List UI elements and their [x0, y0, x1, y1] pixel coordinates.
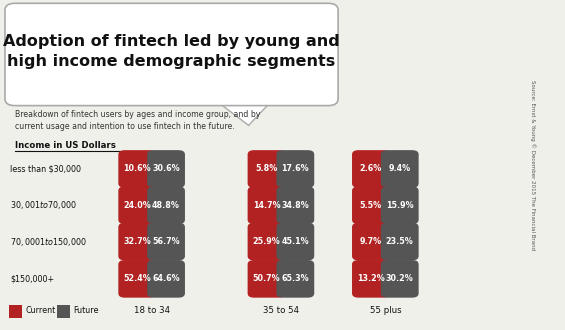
Text: Future: Future [73, 306, 98, 315]
FancyBboxPatch shape [381, 260, 419, 298]
Text: 17.6%: 17.6% [281, 164, 309, 174]
Text: 24.0%: 24.0% [123, 201, 151, 210]
Text: Breakdown of fintech users by ages and income group, and by
current usage and in: Breakdown of fintech users by ages and i… [15, 110, 260, 131]
FancyBboxPatch shape [10, 305, 23, 318]
FancyBboxPatch shape [247, 260, 285, 298]
Text: Current: Current [26, 306, 56, 315]
Text: 52.4%: 52.4% [123, 274, 151, 283]
Text: 23.5%: 23.5% [386, 237, 414, 246]
Text: Income in US Dollars: Income in US Dollars [15, 141, 116, 150]
Text: Source: Ernst & Young © December 2015 The Financial Brand: Source: Ernst & Young © December 2015 Th… [531, 80, 536, 250]
FancyBboxPatch shape [56, 305, 69, 318]
FancyBboxPatch shape [381, 223, 419, 260]
FancyBboxPatch shape [352, 223, 390, 260]
FancyBboxPatch shape [352, 150, 390, 188]
FancyBboxPatch shape [147, 260, 185, 298]
FancyBboxPatch shape [118, 186, 156, 224]
Text: 5.8%: 5.8% [255, 164, 277, 174]
FancyBboxPatch shape [5, 3, 338, 106]
Text: 10.6%: 10.6% [123, 164, 151, 174]
Text: 64.6%: 64.6% [152, 274, 180, 283]
FancyBboxPatch shape [147, 223, 185, 260]
Text: $30,001 to $70,000: $30,001 to $70,000 [10, 199, 77, 211]
FancyBboxPatch shape [247, 150, 285, 188]
FancyBboxPatch shape [118, 150, 156, 188]
Text: 13.2%: 13.2% [357, 274, 385, 283]
FancyBboxPatch shape [381, 186, 419, 224]
Text: 2.6%: 2.6% [360, 164, 382, 174]
FancyBboxPatch shape [118, 260, 156, 298]
Text: 65.3%: 65.3% [281, 274, 309, 283]
FancyBboxPatch shape [352, 260, 390, 298]
FancyBboxPatch shape [276, 186, 314, 224]
Text: 56.7%: 56.7% [152, 237, 180, 246]
Text: Adoption of fintech led by young and
high income demographic segments: Adoption of fintech led by young and hig… [3, 34, 340, 69]
Text: 14.7%: 14.7% [253, 201, 280, 210]
Text: 35 to 54: 35 to 54 [263, 306, 299, 315]
FancyBboxPatch shape [276, 260, 314, 298]
FancyBboxPatch shape [247, 186, 285, 224]
Text: 5.5%: 5.5% [360, 201, 382, 210]
Polygon shape [214, 99, 273, 125]
FancyBboxPatch shape [147, 150, 185, 188]
Text: 34.8%: 34.8% [281, 201, 309, 210]
Text: 18 to 34: 18 to 34 [133, 306, 170, 315]
FancyBboxPatch shape [276, 150, 314, 188]
Text: 32.7%: 32.7% [123, 237, 151, 246]
Text: 9.4%: 9.4% [389, 164, 411, 174]
FancyBboxPatch shape [247, 223, 285, 260]
FancyBboxPatch shape [352, 186, 390, 224]
Text: 55 plus: 55 plus [370, 306, 401, 315]
FancyBboxPatch shape [118, 223, 156, 260]
Text: $150,000+: $150,000+ [10, 274, 54, 283]
Text: 45.1%: 45.1% [281, 237, 309, 246]
Text: 50.7%: 50.7% [253, 274, 280, 283]
Text: 30.2%: 30.2% [386, 274, 414, 283]
Text: 9.7%: 9.7% [360, 237, 382, 246]
Text: 25.9%: 25.9% [253, 237, 280, 246]
Text: less than $30,000: less than $30,000 [10, 164, 81, 174]
Text: 15.9%: 15.9% [386, 201, 414, 210]
FancyBboxPatch shape [147, 186, 185, 224]
Text: 30.6%: 30.6% [152, 164, 180, 174]
FancyBboxPatch shape [276, 223, 314, 260]
Text: $70,0001 to $150,000: $70,0001 to $150,000 [10, 236, 87, 248]
FancyBboxPatch shape [381, 150, 419, 188]
Text: 48.8%: 48.8% [152, 201, 180, 210]
